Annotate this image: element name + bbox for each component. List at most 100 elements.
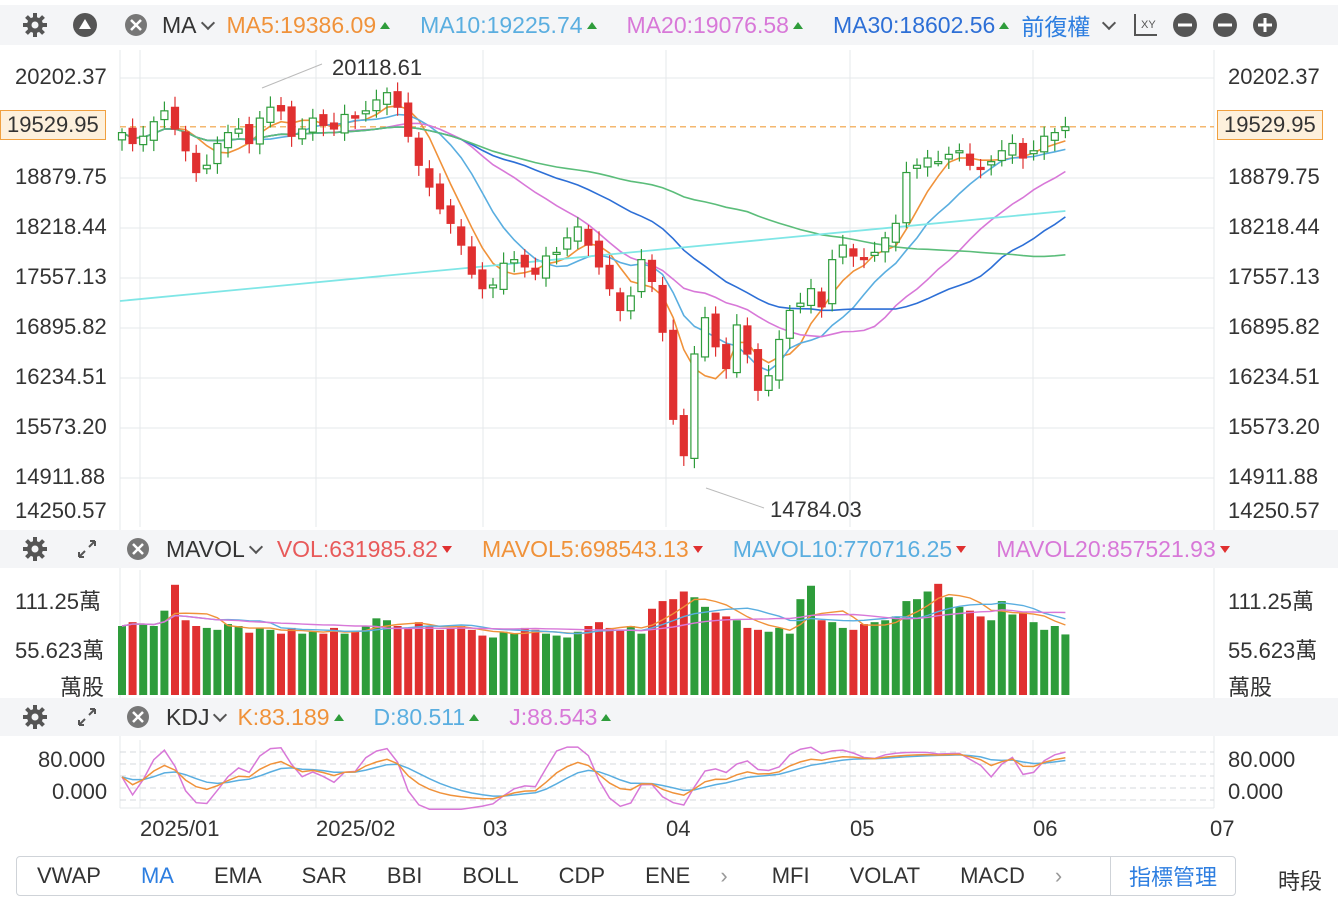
volume-bar	[383, 620, 391, 695]
candle-body	[764, 375, 773, 391]
expand-icon[interactable]	[76, 538, 98, 560]
candle-body	[626, 295, 635, 312]
gear-icon[interactable]	[22, 12, 48, 38]
candle-body	[828, 259, 837, 305]
chevron-right-icon[interactable]: ›	[720, 863, 728, 888]
volume-bar	[775, 627, 784, 695]
chevron-down-icon[interactable]	[200, 15, 215, 31]
chevron-down-icon[interactable]	[248, 539, 263, 555]
candle-body	[732, 324, 741, 374]
gear-icon[interactable]	[22, 536, 48, 562]
volume-bar	[743, 627, 752, 695]
tab-vwap[interactable]: VWAP	[37, 863, 101, 888]
xy-axis-icon[interactable]: XY	[1132, 12, 1158, 38]
volume-bar	[955, 606, 964, 695]
candle-body	[722, 344, 731, 370]
tab-cdp[interactable]: CDP	[558, 863, 606, 888]
volume-unit: 萬股	[1228, 675, 1273, 700]
candle-body	[213, 142, 222, 165]
kdj-indicator-name[interactable]: KDJ	[166, 703, 210, 730]
volume-bar	[838, 627, 847, 695]
tab-boll[interactable]: BOLL	[462, 863, 519, 888]
volume-indicator-name[interactable]: MAVOL	[166, 535, 245, 562]
volume-bar	[361, 626, 370, 695]
candle-body	[743, 325, 752, 355]
ma10-value: MA10:19225.74	[420, 11, 583, 38]
candle-body	[563, 237, 572, 250]
volume-bar	[181, 620, 190, 695]
volume-bar	[944, 597, 953, 695]
ma20-line	[121, 122, 1066, 338]
adjust-chevron-icon[interactable]	[1102, 15, 1117, 31]
close-icon[interactable]	[126, 537, 150, 561]
candle-body	[881, 237, 890, 253]
volume-bar	[648, 608, 656, 695]
close-icon[interactable]	[124, 13, 148, 37]
volume-bar	[149, 626, 158, 695]
volume-bar	[595, 622, 603, 695]
tab-ma[interactable]: MA	[140, 863, 174, 888]
chevron-right-icon[interactable]: ›	[1054, 863, 1063, 888]
tab-ene[interactable]: ENE	[645, 863, 691, 888]
ma30-up-icon	[999, 21, 1010, 29]
time-tick: 2025/01	[140, 816, 220, 841]
candle-body	[605, 264, 614, 290]
zoom-reset-icon[interactable]	[1212, 12, 1238, 38]
d-value: D:80.511	[373, 703, 466, 730]
kdj-k-line	[121, 753, 1066, 800]
high-annotation: 20118.61	[332, 55, 422, 80]
zoom-out-icon[interactable]	[1172, 12, 1198, 38]
candle-body	[1040, 135, 1049, 153]
candle-body	[584, 228, 593, 246]
volume-bar	[224, 624, 232, 695]
main-indicator-name[interactable]: MA	[162, 11, 197, 38]
candle-body	[987, 161, 996, 166]
gear-icon[interactable]	[22, 704, 48, 730]
time-tick: 04	[666, 816, 691, 841]
mavol20-line	[121, 609, 1066, 632]
candle-body	[298, 128, 307, 140]
tab-sar[interactable]: SAR	[301, 863, 347, 888]
candle-body	[1050, 132, 1059, 141]
volume-bar	[881, 620, 890, 695]
zoom-in-icon[interactable]	[1252, 12, 1278, 38]
volume-bar	[902, 601, 911, 695]
price-tick: 16234.51	[15, 364, 107, 389]
candle-body	[859, 257, 869, 261]
candle-body	[944, 153, 953, 160]
price-tick: 14250.57	[15, 498, 107, 523]
close-icon[interactable]	[126, 705, 150, 729]
volume-bar	[277, 633, 285, 695]
ma10-line	[121, 113, 1066, 372]
volume-bar	[499, 631, 508, 695]
volume-bar	[891, 616, 900, 695]
candle-body	[902, 171, 911, 224]
candle-body	[149, 121, 158, 141]
tab-ema[interactable]: EMA	[213, 863, 262, 888]
adjust-select[interactable]: 前復權	[1021, 14, 1091, 40]
candle-body	[435, 183, 445, 210]
candle-body	[361, 110, 370, 115]
chevron-down-icon[interactable]	[213, 707, 228, 723]
period-button[interactable]: 時段	[1278, 869, 1323, 894]
candle-body	[955, 150, 964, 154]
tab-volat[interactable]: VOLAT	[849, 863, 921, 888]
candle-body	[796, 302, 805, 308]
volume-bar	[436, 629, 444, 695]
d-up-icon	[469, 713, 480, 721]
tab-macd[interactable]: MACD	[960, 863, 1025, 888]
price-tick: 15573.20	[1228, 414, 1320, 439]
indicator-manage-button[interactable]: 指標管理	[1109, 857, 1235, 895]
tab-mfi[interactable]: MFI	[771, 863, 810, 888]
volume-bar	[913, 599, 921, 695]
price-tick: 18879.75	[15, 164, 107, 189]
volume-bar	[1050, 626, 1059, 695]
volume-bar	[171, 584, 179, 695]
tab-bbi[interactable]: BBI	[386, 863, 423, 888]
collapse-up-icon[interactable]	[72, 12, 98, 38]
ma10-up-icon	[586, 21, 597, 29]
time-tick: 2025/02	[316, 816, 396, 841]
expand-icon[interactable]	[76, 706, 98, 728]
low-leader-line	[705, 487, 765, 509]
